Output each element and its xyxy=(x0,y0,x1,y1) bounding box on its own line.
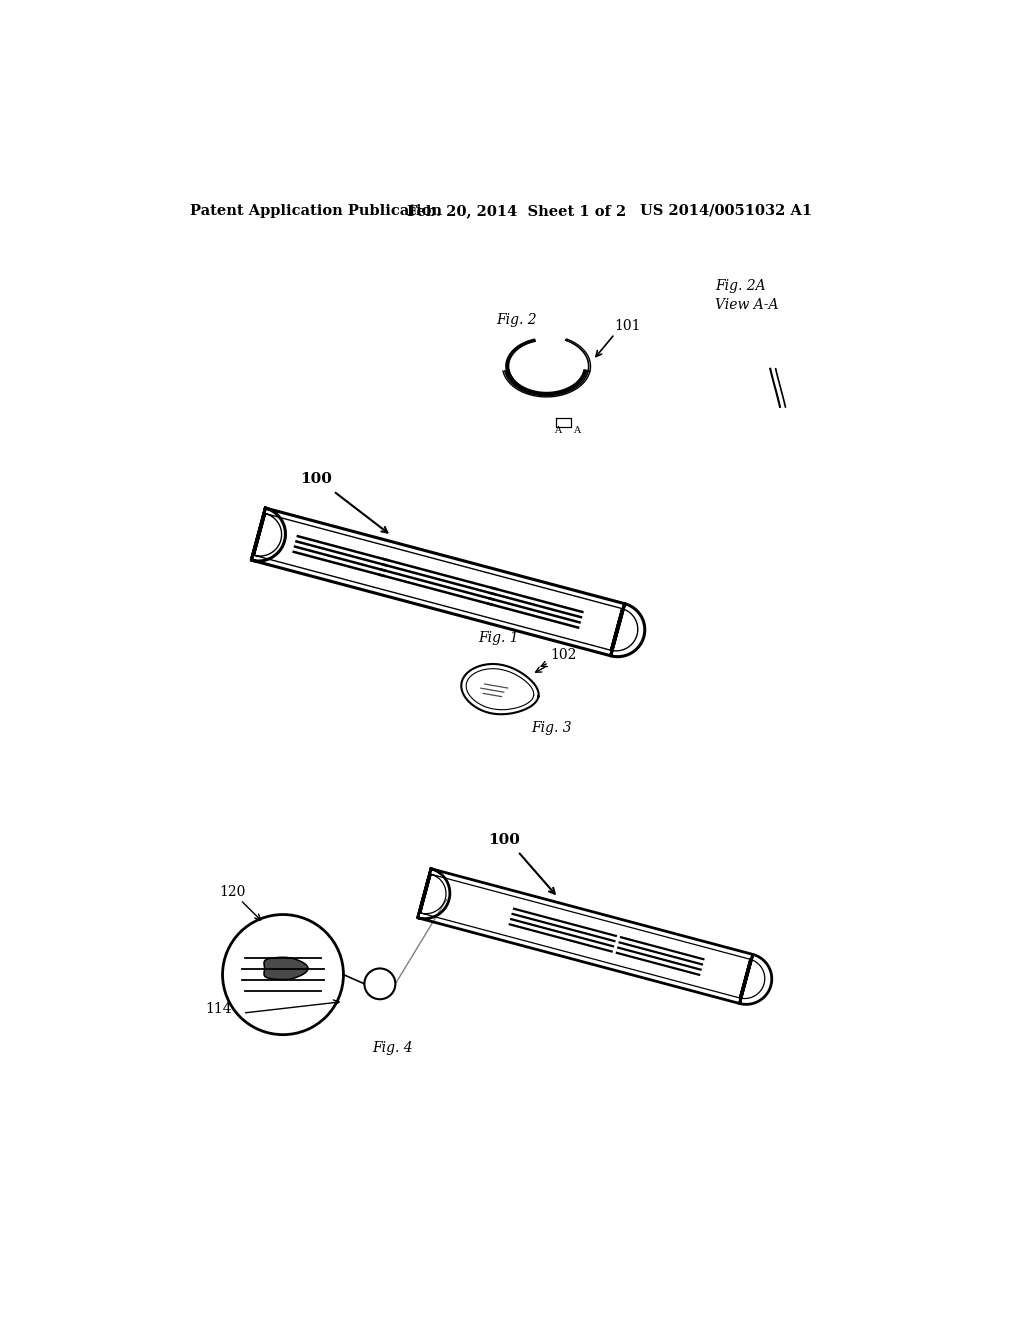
Text: Fig. 2: Fig. 2 xyxy=(496,313,537,327)
Text: Fig. 3: Fig. 3 xyxy=(531,721,571,735)
Text: Feb. 20, 2014  Sheet 1 of 2: Feb. 20, 2014 Sheet 1 of 2 xyxy=(407,203,627,218)
Text: 100: 100 xyxy=(300,473,332,486)
Text: A: A xyxy=(572,426,580,436)
Text: Fig. 4: Fig. 4 xyxy=(372,1040,413,1055)
Text: A: A xyxy=(554,426,561,436)
Text: 101: 101 xyxy=(614,319,640,333)
Text: 120: 120 xyxy=(219,884,246,899)
Text: 114: 114 xyxy=(206,1002,232,1016)
Text: Fig. 2A
View A-A: Fig. 2A View A-A xyxy=(716,279,779,312)
Text: Fig. 1: Fig. 1 xyxy=(478,631,519,645)
Text: US 2014/0051032 A1: US 2014/0051032 A1 xyxy=(640,203,812,218)
Text: 102: 102 xyxy=(550,648,577,661)
Text: Patent Application Publication: Patent Application Publication xyxy=(190,203,442,218)
Polygon shape xyxy=(264,957,308,979)
Text: 100: 100 xyxy=(488,833,520,846)
